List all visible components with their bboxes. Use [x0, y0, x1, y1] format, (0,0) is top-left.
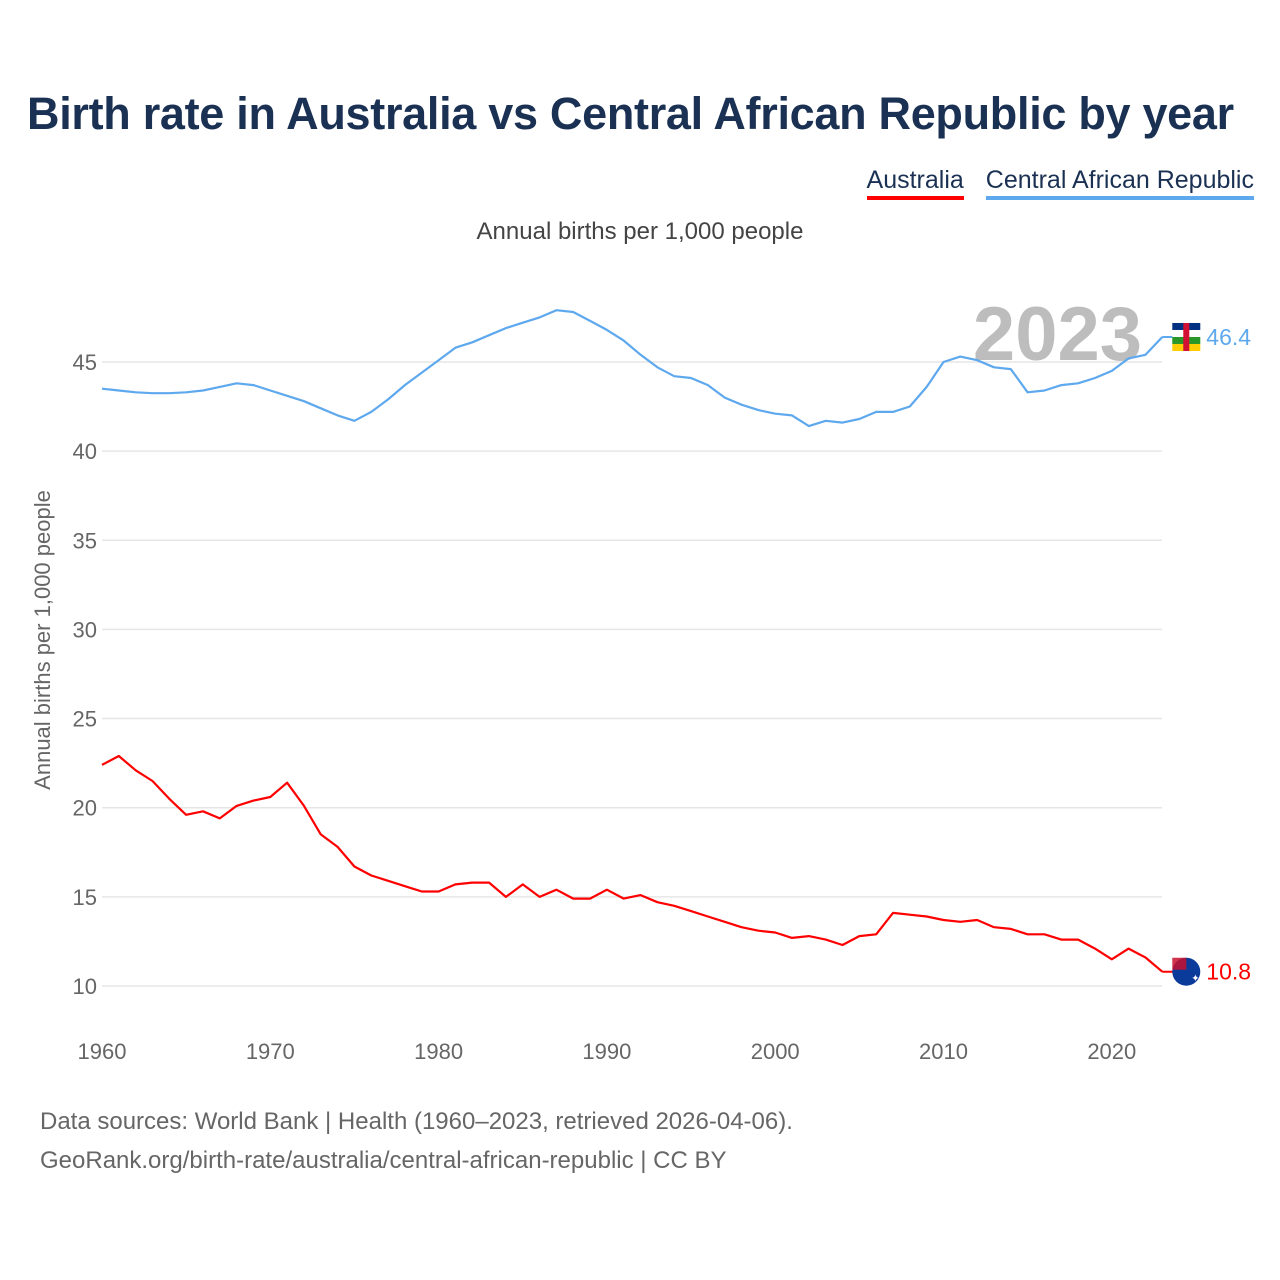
x-tick-label: 1960	[78, 1039, 127, 1064]
series-line-australia	[101, 754, 1164, 973]
y-tick-label: 45	[73, 350, 97, 375]
y-tick-label: 35	[73, 528, 97, 553]
y-tick-label: 10	[73, 974, 97, 999]
x-tick-label: 2020	[1087, 1039, 1136, 1064]
y-tick-label: 25	[73, 707, 97, 732]
year-watermark: 2023	[973, 292, 1142, 377]
y-tick-label: 15	[73, 885, 97, 910]
flag-stars: ✦	[1191, 974, 1199, 985]
x-tick-label: 1970	[246, 1039, 295, 1064]
chart-subtitle: Annual births per 1,000 people	[476, 218, 804, 245]
chart-title: Birth rate in Australia vs Central Afric…	[27, 88, 1234, 139]
x-tick-label: 2000	[751, 1039, 800, 1064]
end-value-label: 10.8	[1206, 959, 1251, 985]
x-tick-label: 1980	[414, 1039, 463, 1064]
y-axis-title: Annual births per 1,000 people	[30, 490, 55, 790]
y-tick-label: 40	[73, 439, 97, 464]
flag-band	[1183, 322, 1190, 351]
end-value-label: 46.4	[1206, 324, 1251, 350]
x-tick-label: 2010	[919, 1039, 968, 1064]
y-tick-label: 20	[73, 796, 97, 821]
source-line-1: Data sources: World Bank | Health (1960–…	[40, 1108, 793, 1135]
source-line-2[interactable]: GeoRank.org/birth-rate/australia/central…	[40, 1147, 727, 1174]
y-tick-label: 30	[73, 617, 97, 642]
series-line-car	[101, 309, 1164, 428]
legend-item-australia[interactable]: Australia	[866, 166, 964, 200]
legend: Australia Central African Republic	[866, 166, 1254, 200]
legend-item-car[interactable]: Central African Republic	[985, 166, 1254, 200]
x-tick-label: 1990	[582, 1039, 631, 1064]
flag-canton	[1172, 957, 1187, 970]
